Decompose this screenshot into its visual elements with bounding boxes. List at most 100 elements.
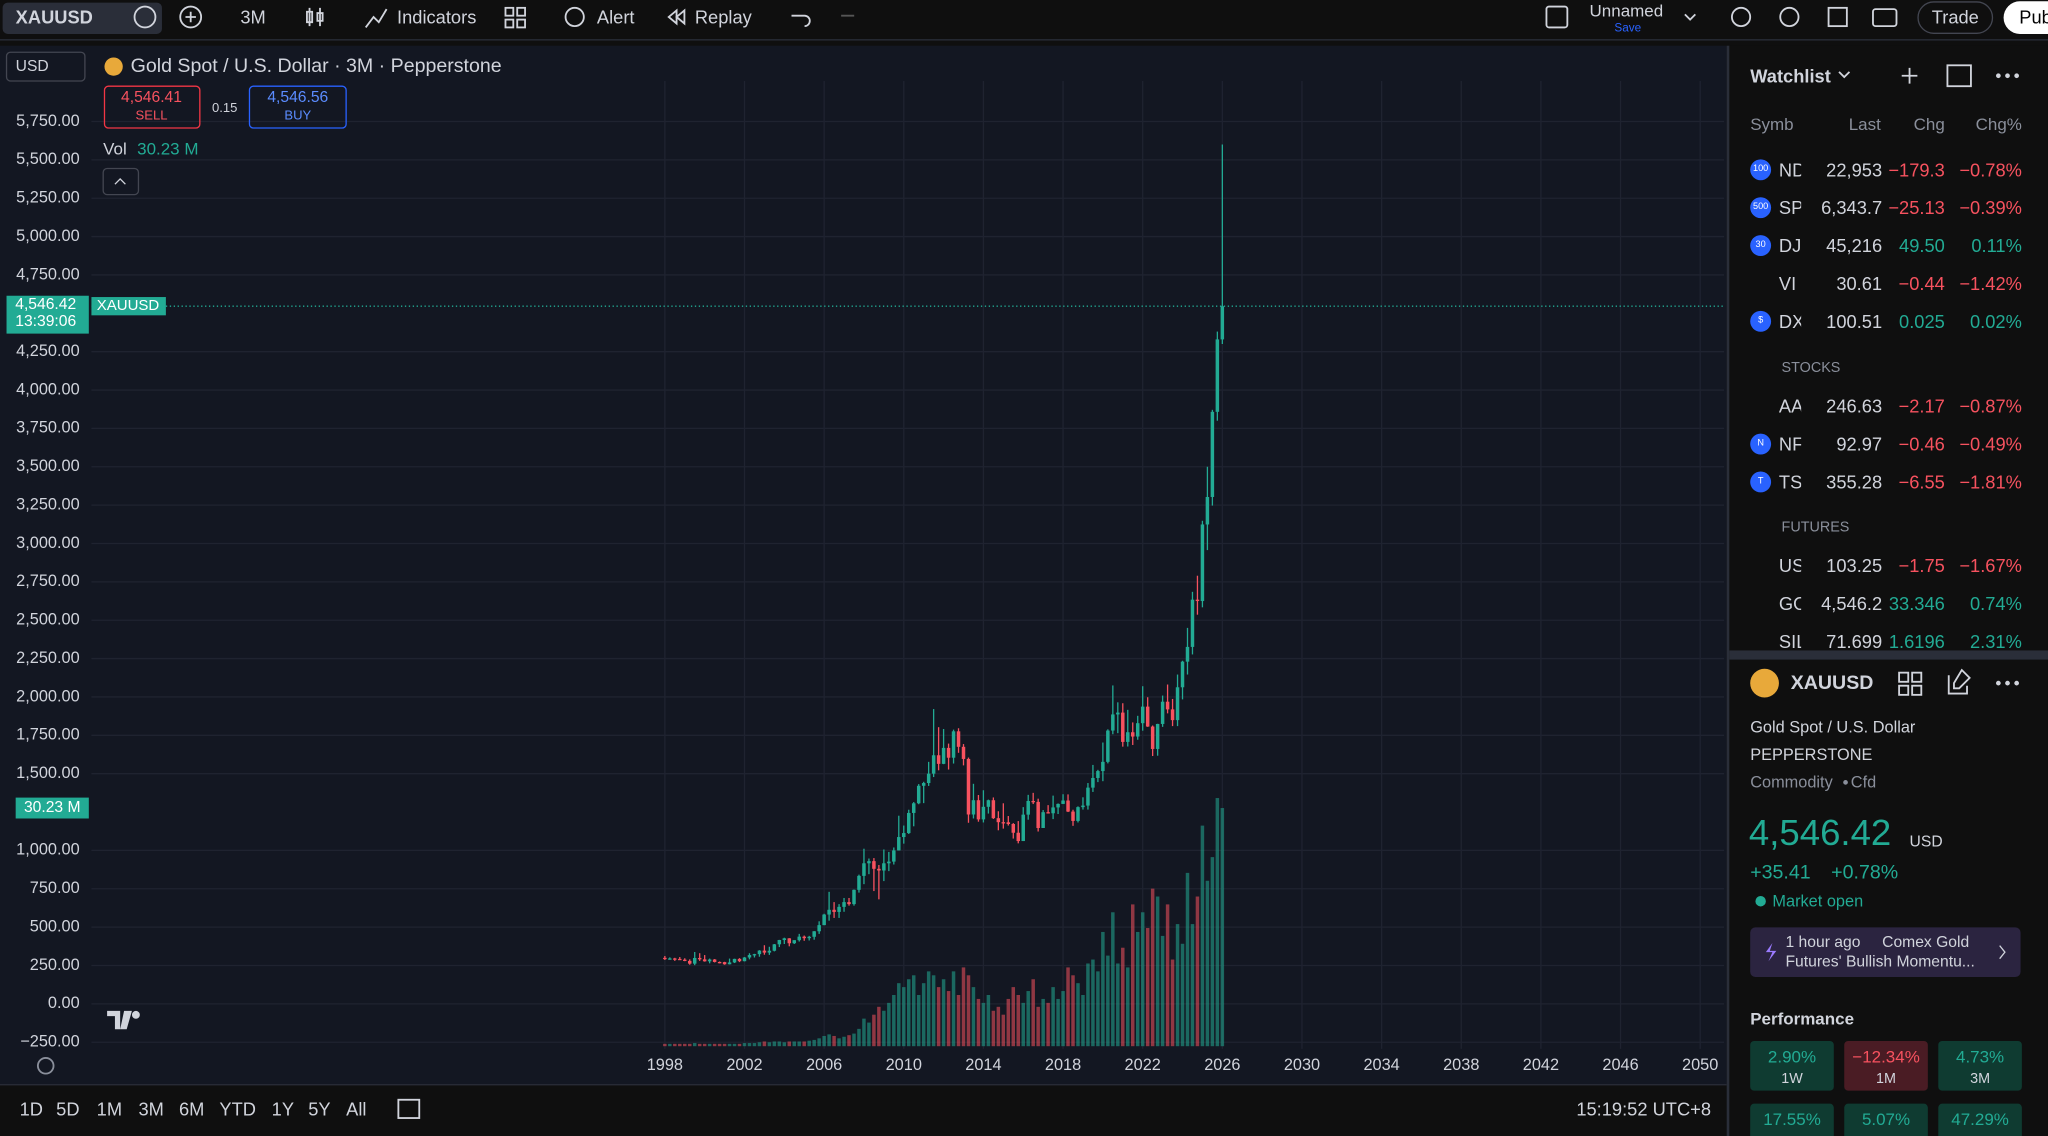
chevron[interactable]: [1838, 71, 1851, 79]
currency-select[interactable]: [5, 51, 86, 82]
symbol[interactable]: XAUUSD: [15, 6, 93, 28]
clock[interactable]: 15:19:52 UTC+8: [1576, 1098, 1712, 1120]
fullscreen-icon[interactable]: [1827, 6, 1848, 28]
performance-cell[interactable]: [1750, 1103, 1834, 1136]
candle-body: [837, 906, 841, 912]
currency[interactable]: USD: [16, 58, 49, 75]
range-button[interactable]: 3M: [138, 1098, 164, 1120]
column-header[interactable]: Last: [1848, 114, 1881, 134]
add-icon[interactable]: [179, 5, 203, 29]
news-source[interactable]: Comex Gold: [1882, 932, 1970, 951]
range-button[interactable]: 1M: [96, 1098, 123, 1120]
detail-name[interactable]: Gold Spot / U.S. Dollar: [1750, 718, 1916, 737]
symbol[interactable]: VI: [1778, 272, 1797, 294]
collapse-button[interactable]: [102, 167, 140, 196]
replay-icon[interactable]: [667, 8, 686, 26]
alert-icon[interactable]: [564, 6, 585, 28]
candle-body: [702, 959, 707, 962]
add-icon[interactable]: [1901, 67, 1918, 84]
chart-type-icon[interactable]: [306, 7, 324, 27]
watchlist-title[interactable]: Watchlist: [1750, 65, 1831, 87]
symbol[interactable]: AA: [1778, 395, 1802, 417]
last: 6,343.7: [1821, 197, 1883, 219]
column-header[interactable]: Chg: [1913, 114, 1945, 134]
column-header[interactable]: Symb: [1750, 114, 1794, 134]
interval[interactable]: 3M: [240, 6, 266, 28]
symbol[interactable]: DXY: [1778, 310, 1801, 332]
candle-body: [1111, 714, 1115, 731]
icon[interactable]: [133, 5, 157, 29]
volume-badge: 30.23 M: [24, 799, 81, 816]
section-header[interactable]: FUTURES: [1781, 519, 1850, 536]
trade[interactable]: Trade: [1931, 6, 1979, 28]
volume-bar: [862, 1018, 866, 1047]
range-button[interactable]: YTD: [219, 1098, 256, 1120]
buy-label[interactable]: BUY: [284, 108, 311, 123]
performance-cell[interactable]: [1750, 1040, 1834, 1091]
indicators[interactable]: Indicators: [397, 6, 477, 28]
range-button[interactable]: 6M: [178, 1098, 205, 1120]
snapshot-icon[interactable]: [1872, 8, 1898, 28]
candle-body: [1135, 723, 1140, 737]
symbol-badge: 500: [1750, 197, 1772, 219]
performance-cell[interactable]: [1938, 1040, 2022, 1091]
publish[interactable]: Pub: [2019, 6, 2048, 28]
column-header[interactable]: Chg%: [1975, 114, 2022, 134]
range-button[interactable]: 1D: [19, 1098, 43, 1120]
symbol[interactable]: GOL: [1778, 592, 1801, 614]
settings-icon[interactable]: [36, 1057, 55, 1075]
indicators-icon[interactable]: [364, 8, 388, 28]
change: −1.75: [1898, 555, 1945, 576]
news-card[interactable]: [1750, 927, 2021, 977]
buy-price[interactable]: 4,546.56: [267, 89, 328, 106]
news-headline[interactable]: Futures' Bullish Momentu...: [1785, 952, 1975, 971]
candle-body: [1071, 811, 1075, 821]
change-pct: 0.11%: [1971, 235, 2022, 256]
symbol[interactable]: SILV: [1778, 630, 1801, 652]
y-tick-label: 500.00: [30, 917, 80, 935]
symbol[interactable]: ND: [1778, 159, 1801, 181]
x-tick-label: 2022: [1125, 1056, 1161, 1074]
performance-cell[interactable]: [1938, 1103, 2022, 1136]
symbol[interactable]: USO: [1778, 555, 1801, 576]
candle-body: [812, 931, 816, 937]
symbol[interactable]: TS: [1778, 471, 1802, 493]
replay[interactable]: Replay: [694, 6, 752, 28]
publish-button[interactable]: [2003, 1, 2048, 34]
candle-body: [1145, 706, 1150, 727]
table-icon[interactable]: [1946, 64, 1972, 88]
range-button[interactable]: All: [346, 1098, 367, 1120]
trade-button[interactable]: [1917, 1, 1994, 34]
tv-logo[interactable]: [107, 1010, 140, 1030]
alert[interactable]: Alert: [596, 6, 635, 28]
change-pct: −0.78%: [1959, 159, 2022, 181]
icon[interactable]: [1731, 6, 1752, 28]
symbol[interactable]: NF: [1778, 433, 1802, 455]
chart-pane[interactable]: [0, 45, 1727, 1085]
sell-label[interactable]: SELL: [136, 108, 168, 123]
sell-price[interactable]: 4,546.41: [121, 89, 182, 106]
undo-icon[interactable]: [791, 14, 811, 28]
symbol[interactable]: SP: [1778, 197, 1802, 219]
symbol[interactable]: DJ: [1778, 235, 1802, 256]
grid-icon[interactable]: [1898, 671, 1910, 683]
last: 4,546.2: [1821, 592, 1883, 614]
range-button[interactable]: 5Y: [308, 1098, 331, 1120]
performance-cell[interactable]: [1844, 1103, 1928, 1136]
edit-icon[interactable]: [1947, 668, 1971, 695]
news-time[interactable]: 1 hour ago: [1785, 932, 1861, 951]
settings-icon[interactable]: [1779, 6, 1800, 28]
templates-icon[interactable]: [504, 6, 515, 17]
goto-date-icon[interactable]: [392, 1095, 426, 1124]
performance-cell[interactable]: [1844, 1040, 1928, 1091]
section-header[interactable]: STOCKS: [1781, 360, 1841, 377]
layout-name[interactable]: Unnamed: [1589, 0, 1664, 21]
save[interactable]: Save: [1614, 20, 1642, 34]
sell-button[interactable]: [103, 85, 201, 129]
range-button[interactable]: 1Y: [271, 1098, 295, 1120]
range-button[interactable]: 5D: [56, 1098, 80, 1120]
chevron[interactable]: [1684, 13, 1696, 21]
layout-icon[interactable]: [1545, 5, 1569, 29]
chevron[interactable]: [1999, 945, 2006, 960]
buy-button[interactable]: [248, 85, 347, 129]
